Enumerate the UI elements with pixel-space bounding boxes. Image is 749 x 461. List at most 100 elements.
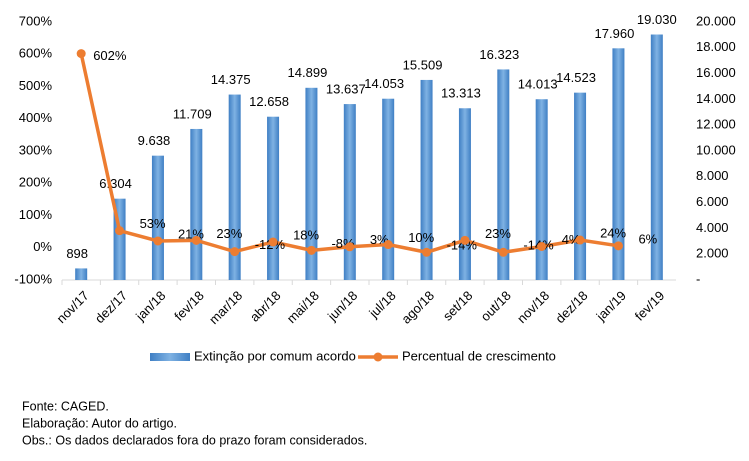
legend-label: Extinção por comum acordo	[194, 348, 356, 363]
line-marker	[306, 245, 316, 255]
data-label: 19.030	[637, 12, 677, 27]
data-label: 14.375	[211, 72, 251, 87]
bar	[190, 128, 203, 280]
data-label: 14.523	[556, 70, 596, 85]
line-marker	[76, 49, 86, 59]
y-tick-label: 400%	[19, 110, 53, 125]
y2-tick-label: 10.000	[696, 142, 736, 157]
y2-tick-label: 18.000	[696, 39, 736, 54]
line-marker	[422, 247, 432, 257]
data-label: 14.013	[518, 77, 558, 92]
bar	[382, 98, 395, 280]
legend-swatch	[373, 352, 383, 362]
x-tick-label: mar/18	[206, 288, 245, 327]
y2-tick-label: 12.000	[696, 117, 736, 132]
data-label: 23%	[216, 226, 242, 241]
y2-tick-label: 14.000	[696, 91, 736, 106]
data-label: 4%	[562, 232, 581, 247]
note: Elaboração: Autor do artigo.	[22, 416, 177, 430]
line-marker	[268, 237, 278, 247]
line-marker	[383, 240, 393, 250]
x-tick-label: mai/18	[284, 288, 322, 326]
data-label: 17.960	[595, 26, 635, 41]
x-tick-label: nov/17	[54, 288, 92, 326]
x-tick-label: jul/18	[365, 288, 398, 321]
x-tick-label: ago/18	[398, 288, 437, 327]
x-tick-label: dez/17	[92, 288, 130, 326]
bar	[305, 87, 318, 280]
bar	[497, 69, 510, 281]
line-marker	[115, 226, 125, 236]
line-marker	[537, 241, 547, 251]
y-tick-label: 100%	[19, 207, 53, 222]
y2-tick-label: 20.000	[696, 13, 736, 28]
x-tick-label: abr/18	[247, 288, 284, 325]
data-label: 18%	[293, 227, 319, 242]
line-marker	[153, 236, 163, 246]
data-label: 12.658	[249, 94, 289, 109]
x-tick-label: fev/19	[632, 288, 668, 324]
line-marker	[498, 247, 508, 257]
legend-swatch	[150, 353, 190, 361]
y2-tick-label: 16.000	[696, 65, 736, 80]
y-tick-label: 0%	[33, 239, 52, 254]
line-marker	[230, 247, 240, 257]
data-label: 13.313	[441, 86, 481, 101]
note: Fonte: CAGED.	[22, 399, 109, 413]
data-label: 14.899	[288, 65, 328, 80]
data-label: 602%	[93, 48, 127, 63]
data-label: 898	[66, 246, 88, 261]
x-tick-label: set/18	[440, 288, 476, 324]
bar	[267, 116, 280, 281]
y-tick-label: 300%	[19, 142, 53, 157]
y2-tick-label: 4.000	[696, 220, 729, 235]
y2-tick-label: 2.000	[696, 246, 729, 261]
legend-label: Percentual de crescimento	[402, 348, 556, 363]
line-marker	[191, 235, 201, 245]
bar	[151, 155, 164, 280]
bar	[420, 79, 433, 280]
bar	[650, 34, 663, 280]
data-label: 14.053	[364, 76, 404, 91]
data-label: 23%	[485, 226, 511, 241]
data-label: 6.304	[99, 176, 132, 191]
x-tick-label: nov/18	[514, 288, 552, 326]
x-tick-label: dez/18	[552, 288, 590, 326]
line-marker	[345, 242, 355, 252]
y2-tick-label: -	[696, 271, 700, 286]
data-label: 13.637	[326, 82, 366, 97]
data-label: 16.323	[479, 47, 519, 62]
bar	[535, 99, 548, 280]
data-label: 6%	[638, 231, 657, 246]
data-label: 53%	[140, 216, 166, 231]
line-marker	[460, 235, 470, 245]
line-marker	[575, 235, 585, 245]
bar	[612, 48, 625, 280]
x-tick-label: jan/19	[593, 288, 629, 324]
x-tick-label: out/18	[478, 288, 514, 324]
data-label: 15.509	[403, 57, 443, 72]
y-tick-label: -100%	[14, 271, 52, 286]
y-tick-label: 700%	[19, 13, 53, 28]
bar	[343, 104, 356, 280]
y-tick-label: 600%	[19, 46, 53, 61]
data-label: 24%	[600, 225, 626, 240]
y2-tick-label: 6.000	[696, 194, 729, 209]
bar	[75, 268, 88, 280]
x-tick-label: jan/18	[132, 288, 168, 324]
line-marker	[613, 241, 623, 251]
y-tick-label: 500%	[19, 78, 53, 93]
x-tick-label: jun/18	[324, 288, 360, 324]
bar	[574, 92, 587, 281]
x-tick-label: fev/18	[171, 288, 207, 324]
note: Obs.: Os dados declarados fora do prazo …	[22, 433, 367, 447]
data-label: 11.709	[173, 106, 212, 121]
bar	[228, 94, 241, 280]
y2-tick-label: 8.000	[696, 168, 729, 183]
bar	[458, 108, 471, 280]
data-label: -14%	[447, 238, 478, 253]
data-label: 10%	[408, 230, 434, 245]
data-label: 9.638	[138, 133, 171, 148]
y-tick-label: 200%	[19, 175, 53, 190]
